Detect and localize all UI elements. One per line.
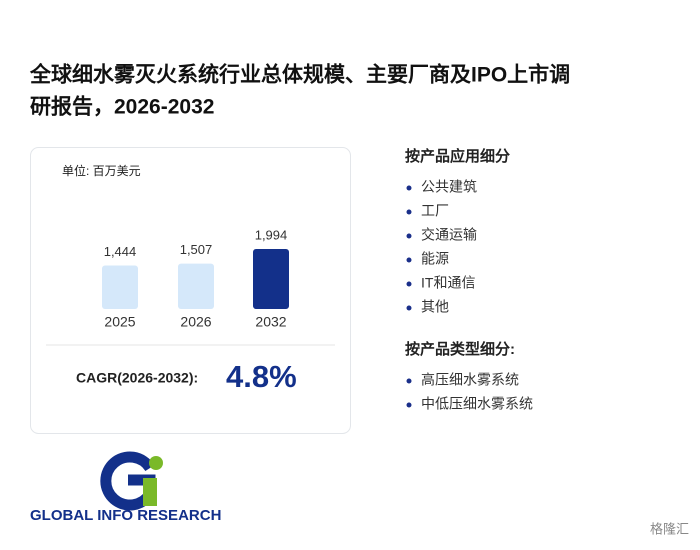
bar (253, 249, 289, 309)
bullet (406, 233, 412, 239)
cagr-label: CAGR(2026-2032): (76, 370, 198, 386)
list-item: 其他 (421, 299, 449, 315)
logo (100, 451, 163, 511)
logo-dot (149, 456, 163, 470)
bullet (406, 185, 412, 191)
x-tick-label: 2025 (104, 314, 135, 330)
cagr-value: 4.8% (226, 359, 297, 394)
section-heading: 按产品应用细分 (405, 147, 510, 165)
bullet (406, 257, 412, 263)
bar (102, 265, 138, 309)
list-item: 高压细水雾系统 (421, 372, 519, 388)
value-label: 1,994 (255, 227, 288, 242)
logo-text: GLOBAL INFO RESEARCH (30, 507, 221, 524)
list-item: IT和通信 (421, 275, 475, 291)
bullet (406, 378, 412, 384)
list-item: 中低压细水雾系统 (421, 396, 533, 412)
title-line: 全球细水雾灭火系统行业总体规模、主要厂商及IPO上市调 (29, 63, 570, 87)
list-item: 工厂 (421, 203, 449, 219)
logo-g (100, 451, 156, 511)
list-item: 公共建筑 (421, 179, 477, 195)
value-label: 1,507 (180, 242, 213, 257)
x-tick-label: 2032 (255, 314, 286, 330)
section-heading: 按产品类型细分: (405, 340, 515, 358)
footer: 格隆汇 (650, 521, 689, 536)
logo-i (143, 478, 157, 506)
bullet (406, 209, 412, 215)
unit: 单位: 百万美元 (62, 163, 141, 178)
bullet (406, 281, 412, 287)
bullet (406, 305, 412, 311)
bullet (406, 402, 412, 408)
title-line: 研报告，2026-2032 (30, 95, 214, 119)
value-label: 1,444 (104, 244, 137, 259)
list-item: 能源 (421, 251, 449, 267)
x-tick-label: 2026 (180, 314, 211, 330)
list-item: 交通运输 (421, 227, 477, 243)
bar (178, 263, 214, 309)
